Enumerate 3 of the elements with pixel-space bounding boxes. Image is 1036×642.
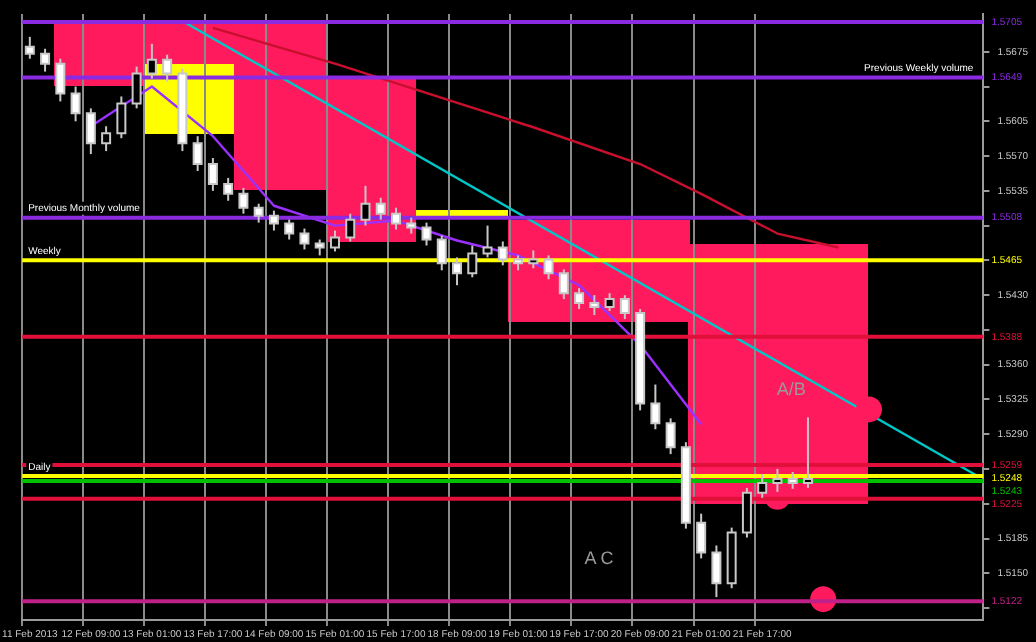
annotation: A/B bbox=[776, 378, 806, 399]
point bbox=[855, 396, 882, 423]
annotation: A C bbox=[584, 548, 615, 569]
